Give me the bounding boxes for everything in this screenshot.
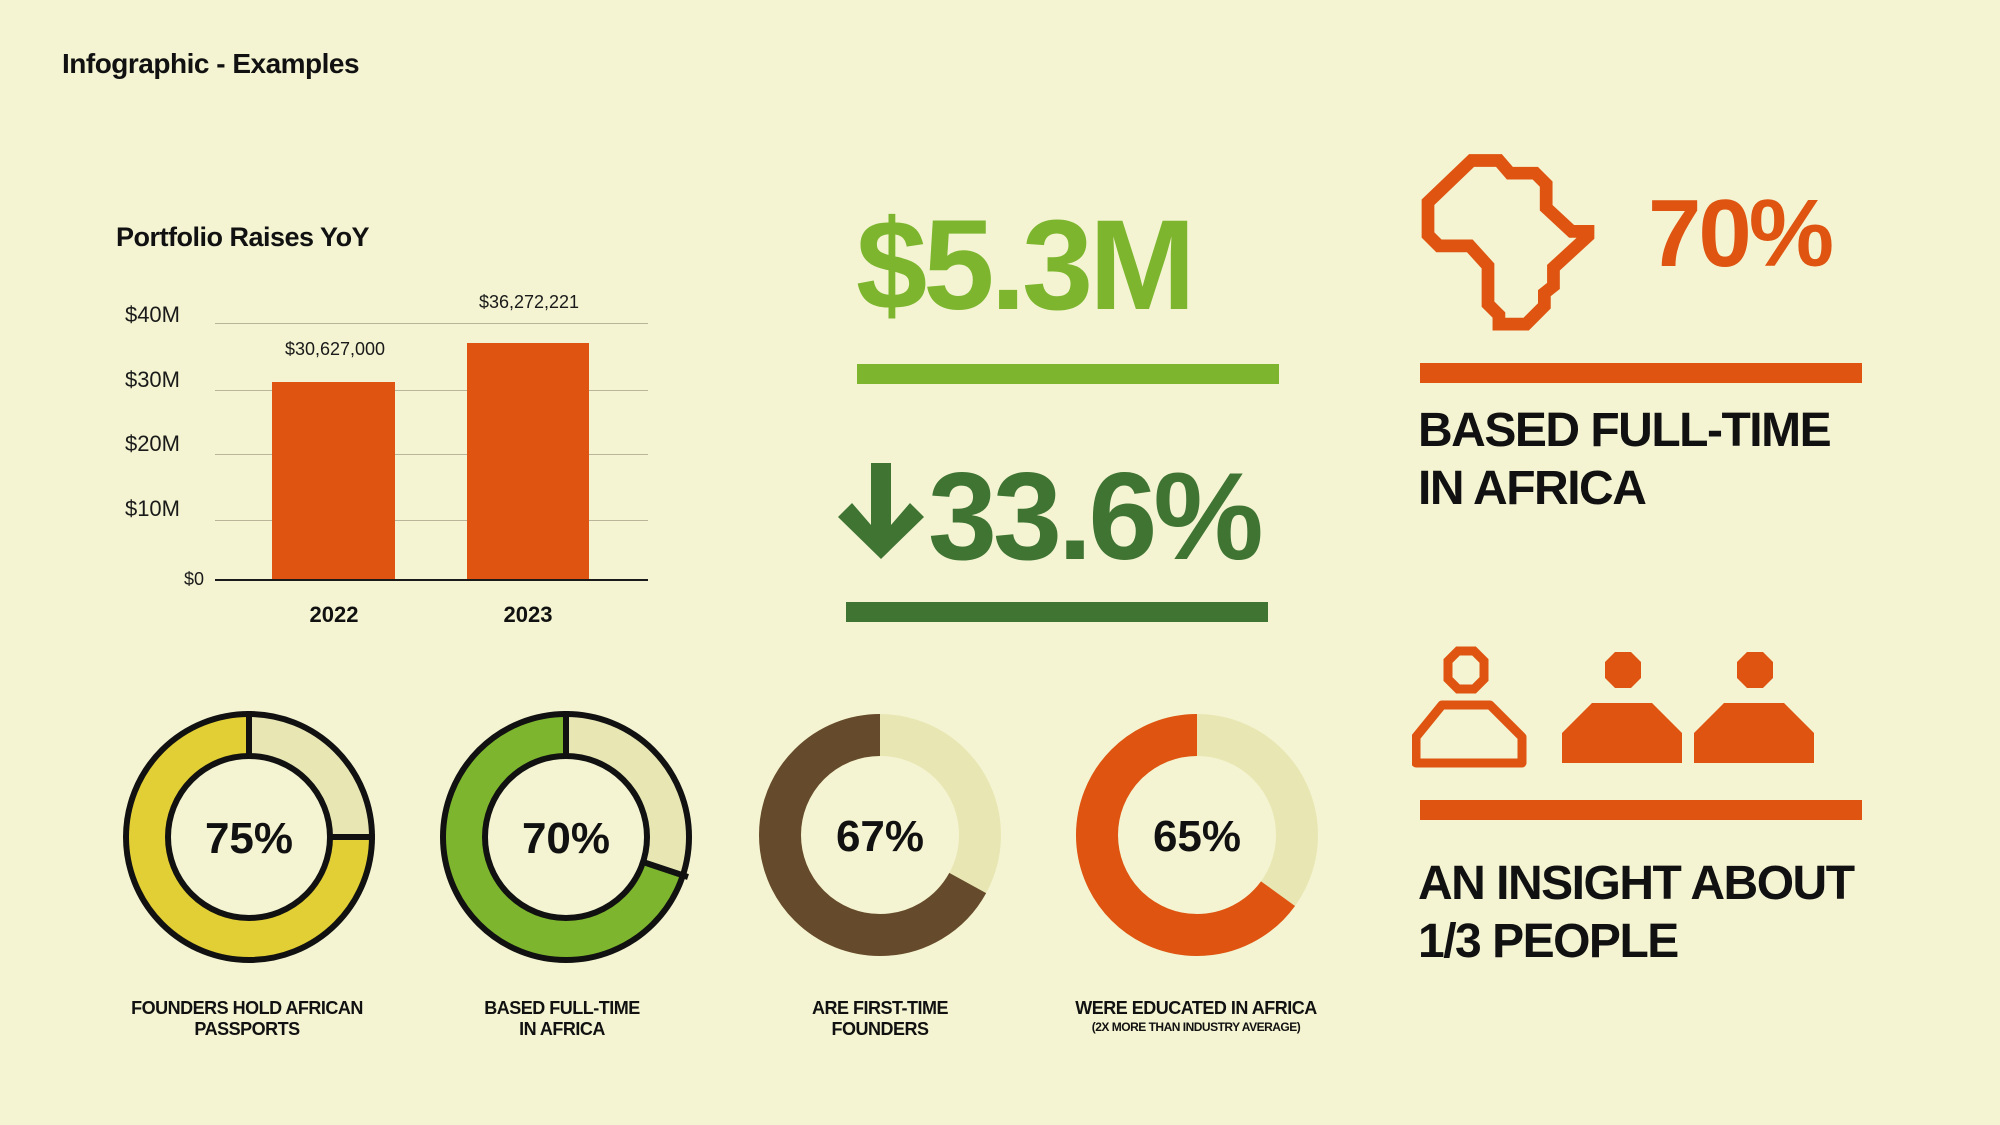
gridline: [215, 390, 648, 391]
people-caption-line1: AN INSIGHT ABOUT: [1418, 857, 1855, 910]
bar-2023: [467, 343, 589, 580]
donut-label-line1: WERE EDUCATED IN AFRICA: [1075, 998, 1317, 1018]
gridline: [215, 454, 648, 455]
bar-value-label: $36,272,221: [478, 292, 580, 312]
donut-value: 75%: [205, 814, 293, 863]
change-rule: [846, 602, 1268, 622]
x-axis: [215, 579, 648, 581]
donut-value: 67%: [836, 812, 924, 861]
donut-65: 65%: [1076, 714, 1318, 956]
y-tick: $20M: [124, 431, 180, 456]
raised-rule: [857, 364, 1279, 384]
change-value: 33.6%: [928, 448, 1264, 586]
y-tick: $30M: [124, 367, 180, 392]
x-tick: 2022: [309, 602, 359, 627]
gridline: [215, 520, 648, 521]
donut-value: 65%: [1153, 812, 1241, 861]
y-tick: $10M: [124, 496, 180, 521]
bar-2022: [272, 382, 395, 580]
donut-label-line1: BASED FULL-TIME: [484, 998, 640, 1018]
bar-value-label: $30,627,000: [284, 339, 386, 359]
person-filled-icon: [1694, 652, 1814, 763]
y-tick: $0: [183, 569, 204, 589]
raised-value: $5.3M: [856, 194, 1196, 337]
gridline: [215, 323, 648, 324]
africa-outline-icon: [1421, 154, 1595, 331]
page-title: Infographic - Examples: [62, 48, 360, 79]
donut-label-line2: IN AFRICA: [519, 1019, 605, 1039]
person-outline-icon: [1412, 646, 1527, 768]
people-caption-line2: 1/3 PEOPLE: [1418, 915, 1679, 968]
donut-70: 70%: [440, 711, 692, 963]
chart-title: Portfolio Raises YoY: [116, 222, 370, 252]
donut-67: 67%: [759, 714, 1001, 956]
donut-label-line1: FOUNDERS HOLD AFRICAN: [131, 998, 363, 1018]
africa-caption-line1: BASED FULL-TIME: [1418, 404, 1832, 457]
africa-caption-line2: IN AFRICA: [1418, 462, 1647, 515]
donut-sublabel: (2X MORE THAN INDUSTRY AVERAGE): [1091, 1020, 1301, 1034]
donut-value: 70%: [522, 814, 610, 863]
africa-percent: 70%: [1648, 180, 1834, 287]
donut-label-line2: PASSPORTS: [194, 1019, 300, 1039]
donut-label-line2: FOUNDERS: [831, 1019, 929, 1039]
arrow-down-icon: [838, 463, 924, 559]
y-tick: $40M: [124, 302, 180, 327]
person-filled-icon: [1562, 652, 1682, 763]
people-rule: [1420, 800, 1862, 820]
africa-rule: [1420, 363, 1862, 383]
donut-label-line1: ARE FIRST-TIME: [812, 998, 949, 1018]
x-tick: 2023: [503, 602, 553, 627]
donut-75: 75%: [123, 711, 375, 963]
people-icon-row: [1412, 646, 1814, 768]
